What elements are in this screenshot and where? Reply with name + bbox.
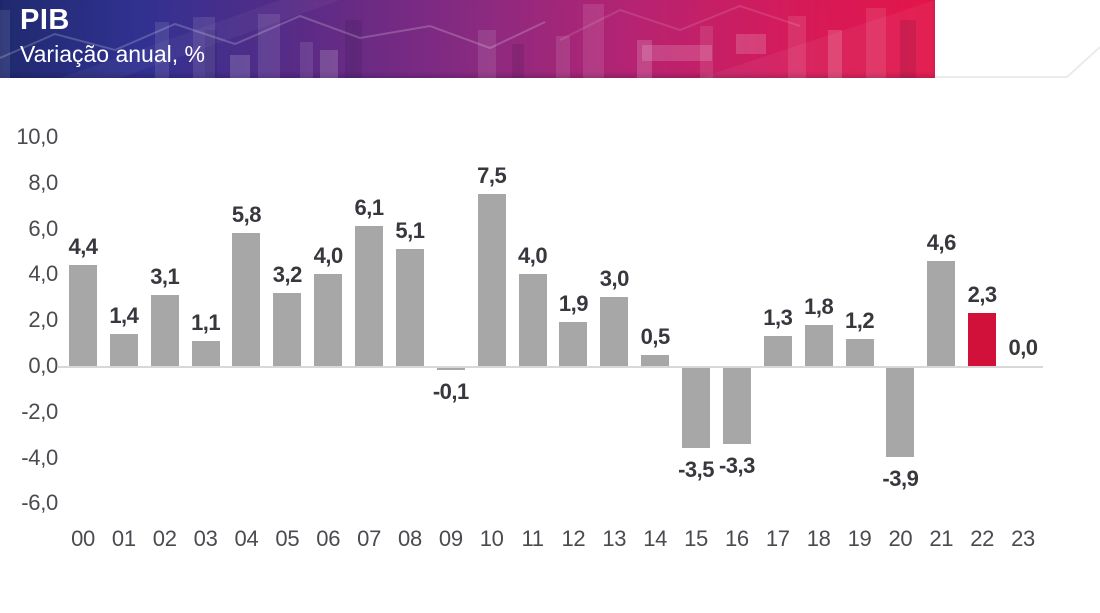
y-axis-tick-label: -6,0 <box>21 490 58 516</box>
x-axis-category-label-12: 12 <box>561 526 586 551</box>
bar-value-label-16: -3,3 <box>718 452 755 478</box>
x-axis-category-label-23: 23 <box>1011 526 1035 551</box>
x-axis-category-label-09: 09 <box>438 526 463 551</box>
y-axis-tick-label: 4,0 <box>28 261 58 287</box>
bar-16 <box>722 368 751 444</box>
x-axis-category-label-19: 19 <box>847 526 872 551</box>
y-axis-tick-label: -4,0 <box>21 444 58 470</box>
x-axis-category-label-15: 15 <box>684 526 708 551</box>
bar-value-label-00: 4,4 <box>68 234 98 260</box>
bar-09 <box>436 368 465 371</box>
bar-20 <box>886 368 915 458</box>
bar-value-label-18: 1,8 <box>804 293 834 319</box>
bar-value-label-02: 3,1 <box>150 264 180 289</box>
bar-value-label-17: 1,3 <box>763 305 793 331</box>
x-axis-category-label-08: 08 <box>398 526 422 551</box>
bar-value-label-11: 4,0 <box>518 243 548 269</box>
y-axis-tick-label: -2,0 <box>21 398 58 424</box>
bar-07 <box>355 226 384 366</box>
banner-decoration-chart-silhouette <box>0 0 935 78</box>
x-axis-category-label-03: 03 <box>193 526 218 551</box>
bar-13 <box>600 297 629 366</box>
bar-11 <box>518 274 547 366</box>
x-axis-category-label-22: 22 <box>970 526 995 551</box>
header-banner: PIB Variação anual, % <box>0 0 935 78</box>
bar-value-label-09: -0,1 <box>432 379 469 405</box>
bar-value-label-19: 1,2 <box>844 307 875 333</box>
bar-value-label-21: 4,6 <box>926 229 957 255</box>
bar-value-label-20: -3,9 <box>882 466 919 492</box>
bar-12 <box>559 322 588 366</box>
chart-title: PIB <box>20 4 70 36</box>
bar-18 <box>804 324 833 366</box>
bar-00 <box>69 265 97 366</box>
bar-value-label-12: 1,9 <box>558 291 589 317</box>
x-axis-category-label-17: 17 <box>765 526 790 551</box>
x-axis-category-label-21: 21 <box>929 526 954 551</box>
x-axis-category-label-20: 20 <box>888 526 913 551</box>
x-axis-category-label-10: 10 <box>479 526 504 551</box>
bar-value-label-23: 0,0 <box>1008 335 1038 360</box>
bar-06 <box>314 274 343 366</box>
x-axis-category-label-06: 06 <box>316 526 341 551</box>
bar-22 <box>968 313 997 366</box>
x-axis-category-label-18: 18 <box>806 526 831 551</box>
bar-value-label-22: 2,3 <box>967 282 998 308</box>
bar-value-label-14: 0,5 <box>640 323 671 349</box>
bar-15 <box>682 368 711 449</box>
bar-value-label-10: 7,5 <box>477 163 507 189</box>
x-axis-category-label-14: 14 <box>643 526 668 551</box>
bar-value-label-03: 1,1 <box>191 309 221 335</box>
y-axis-tick-label: 0,0 <box>28 353 58 378</box>
bar-value-label-13: 3,0 <box>599 266 630 292</box>
bar-19 <box>845 338 874 366</box>
x-axis-category-label-05: 05 <box>275 526 300 551</box>
x-axis-category-label-04: 04 <box>234 526 259 551</box>
bar-17 <box>763 336 792 366</box>
bar-03 <box>191 340 220 366</box>
bar-21 <box>927 260 956 366</box>
bar-10 <box>477 194 506 366</box>
corner-diagonal-accent <box>935 46 1100 78</box>
y-axis-tick-label: 6,0 <box>28 215 58 241</box>
bar-value-label-15: -3,5 <box>678 457 714 483</box>
chart-subtitle: Variação anual, % <box>20 41 205 67</box>
x-axis-category-label-07: 07 <box>357 526 382 551</box>
x-axis-category-label-11: 11 <box>521 526 544 551</box>
bar-05 <box>273 292 302 366</box>
header-right-whitespace <box>935 0 1100 78</box>
bar-value-label-08: 5,1 <box>395 218 425 244</box>
x-axis-category-label-16: 16 <box>724 526 749 551</box>
x-axis-category-label-00: 00 <box>71 526 95 551</box>
y-axis-tick-label: 2,0 <box>28 307 58 333</box>
x-axis-category-label-01: 01 <box>111 526 136 551</box>
y-axis-tick-label: 8,0 <box>28 169 58 195</box>
bar-value-label-04: 5,8 <box>231 202 262 228</box>
bar-01 <box>109 333 138 366</box>
bar-14 <box>641 354 670 366</box>
bar-08 <box>395 249 424 366</box>
bar-value-label-07: 6,1 <box>354 195 385 221</box>
bar-04 <box>232 233 261 366</box>
x-axis-category-label-13: 13 <box>602 526 627 551</box>
bar-value-label-05: 3,2 <box>272 261 303 287</box>
y-axis-tick-label: 10,0 <box>16 124 58 149</box>
x-axis-category-label-02: 02 <box>152 526 177 551</box>
x-axis-baseline <box>57 366 1043 368</box>
bar-02 <box>150 295 179 366</box>
bar-value-label-01: 1,4 <box>109 302 139 328</box>
bar-value-label-06: 4,0 <box>313 243 344 269</box>
